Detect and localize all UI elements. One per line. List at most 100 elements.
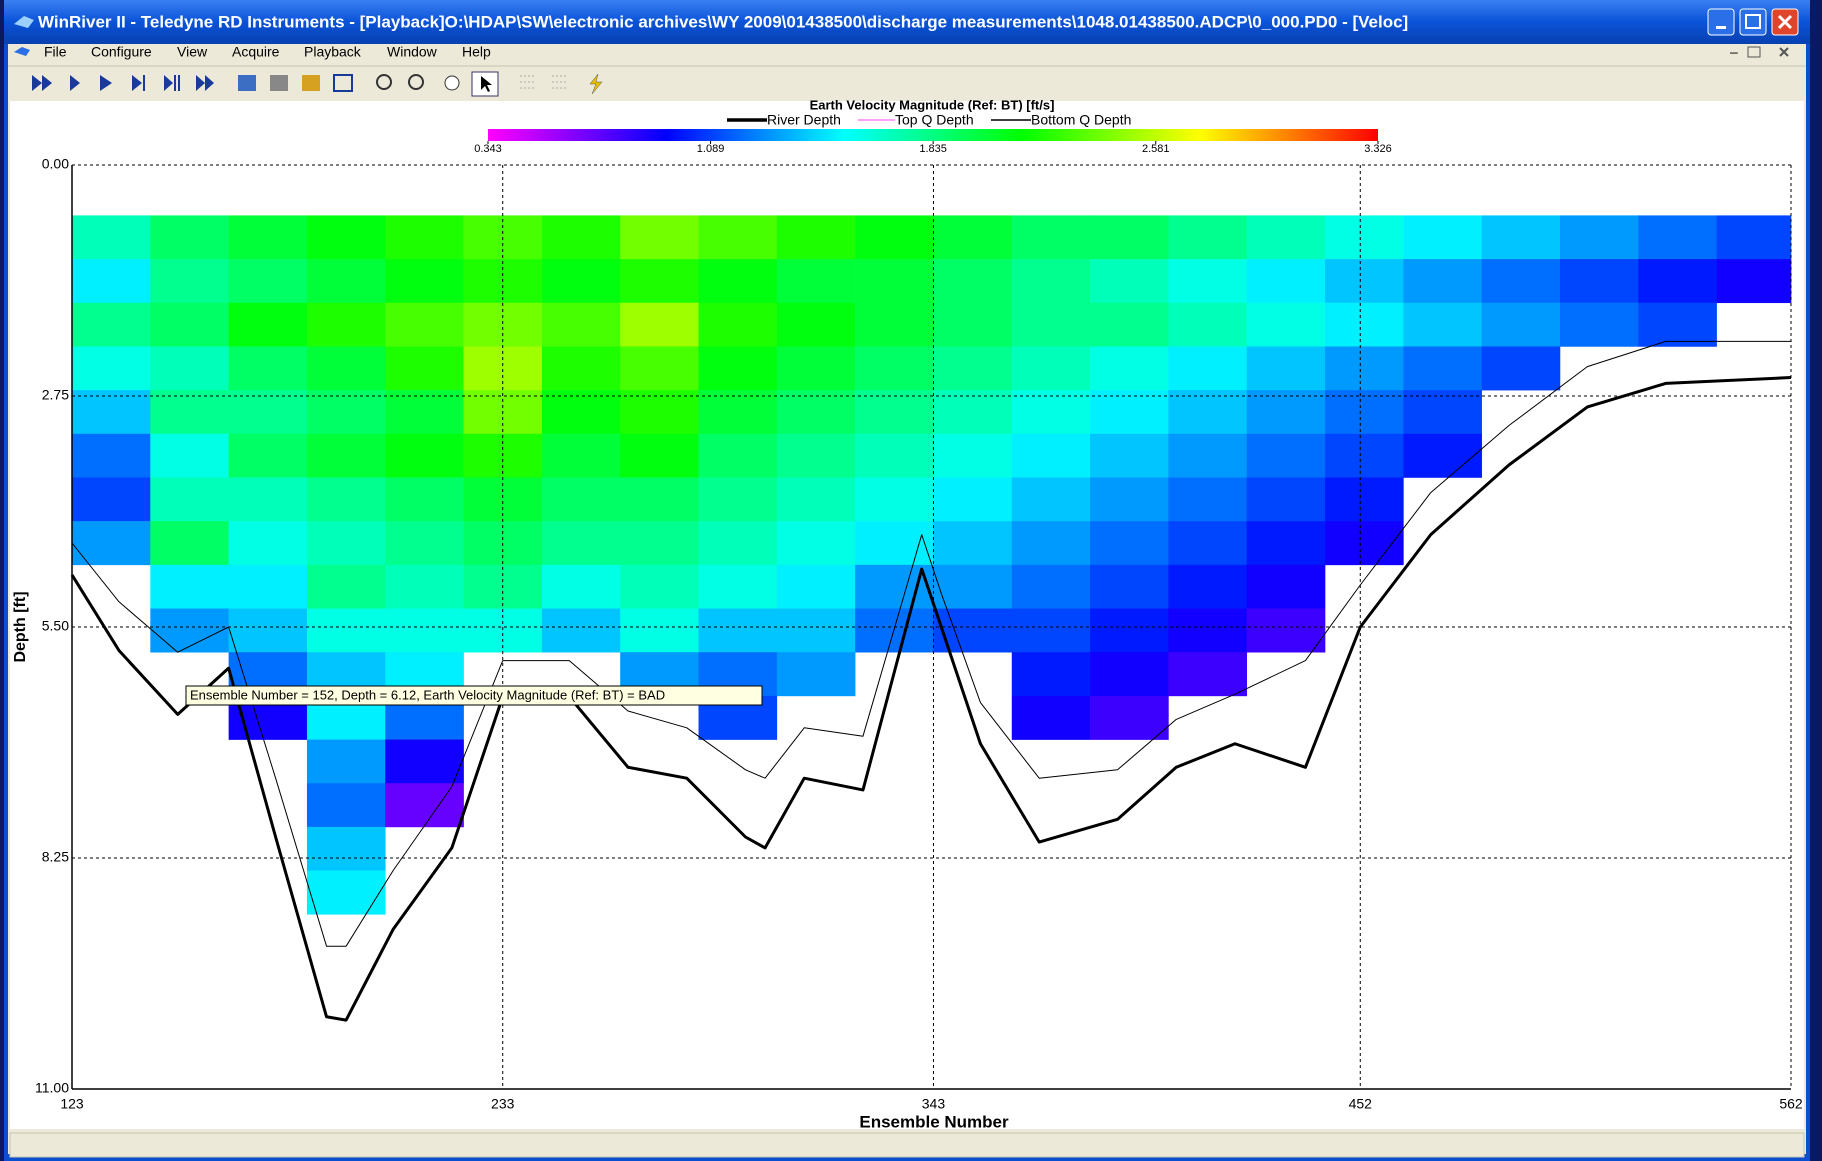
tool-next[interactable] xyxy=(132,75,145,91)
y-tick-label: 2.75 xyxy=(42,387,69,403)
velocity-cell xyxy=(1246,477,1326,522)
status-bar xyxy=(9,1132,1805,1158)
velocity-cell xyxy=(1246,433,1326,478)
tool-edit[interactable] xyxy=(302,75,320,91)
velocity-cell xyxy=(385,433,464,478)
mdi-restore[interactable] xyxy=(1747,46,1761,58)
tool-pan[interactable] xyxy=(444,75,460,91)
mdi-buttons[interactable]: – xyxy=(1730,44,1789,60)
velocity-cell xyxy=(385,564,464,609)
colorbar-tick-label: 3.326 xyxy=(1364,143,1392,155)
velocity-cell xyxy=(933,433,1013,478)
close-glyph xyxy=(1777,14,1793,30)
menu-item[interactable]: Window xyxy=(387,44,438,60)
velocity-cell xyxy=(1481,346,1561,391)
velocity-cell xyxy=(776,259,856,304)
window-buttons[interactable] xyxy=(1707,8,1799,36)
velocity-cell xyxy=(1090,652,1169,697)
velocity-cell xyxy=(72,390,151,435)
velocity-cell xyxy=(1168,302,1248,347)
y-tick-label: 5.50 xyxy=(42,618,69,634)
maximize-button[interactable] xyxy=(1739,8,1767,36)
velocity-cell xyxy=(385,608,464,653)
menu-item[interactable]: Acquire xyxy=(232,44,280,60)
velocity-cell xyxy=(385,521,464,566)
velocity-cell xyxy=(541,346,621,391)
velocity-cell xyxy=(933,608,1013,653)
velocity-cell xyxy=(855,302,934,347)
velocity-cell xyxy=(776,346,856,391)
colorbar-tick-label: 2.581 xyxy=(1142,143,1170,155)
velocity-cell xyxy=(72,302,151,347)
mdi-minimize[interactable]: – xyxy=(1730,44,1738,60)
tool-prev[interactable] xyxy=(70,75,80,91)
velocity-cell xyxy=(776,215,856,260)
velocity-cell xyxy=(306,215,386,260)
tool-zoom-out[interactable] xyxy=(408,74,424,90)
velocity-cell xyxy=(1090,346,1169,391)
velocity-cell xyxy=(698,564,778,609)
tool-zoom-in[interactable] xyxy=(376,74,392,90)
x-tick-label: 123 xyxy=(60,1096,84,1112)
velocity-cell xyxy=(1638,259,1717,304)
velocity-cell xyxy=(698,477,778,522)
velocity-cell xyxy=(698,521,778,566)
menu-bar: File Configure View Acquire Playback Window He… xyxy=(14,44,491,60)
velocity-cell xyxy=(1168,433,1248,478)
velocity-cell xyxy=(620,302,699,347)
legend-label: River Depth xyxy=(767,112,841,128)
velocity-cell xyxy=(1325,215,1404,260)
velocity-cell xyxy=(1090,695,1169,740)
velocity-cell xyxy=(1090,608,1169,653)
velocity-cell xyxy=(541,215,621,260)
velocity-cell xyxy=(541,608,621,653)
velocity-cell xyxy=(1559,259,1639,304)
x-tick-label: 562 xyxy=(1779,1096,1803,1112)
tool-first[interactable] xyxy=(32,75,52,91)
tool-grid[interactable] xyxy=(333,74,353,92)
tool-props[interactable] xyxy=(270,75,288,91)
velocity-cell xyxy=(1481,302,1561,347)
menu-item[interactable]: Configure xyxy=(91,44,152,60)
velocity-cell xyxy=(1246,521,1326,566)
velocity-cell xyxy=(855,390,934,435)
velocity-cell xyxy=(1403,259,1482,304)
velocity-cell xyxy=(776,477,856,522)
velocity-cell xyxy=(620,564,699,609)
menu-item[interactable]: File xyxy=(44,44,67,60)
velocity-cell xyxy=(150,390,229,435)
velocity-cell xyxy=(541,259,621,304)
velocity-cell xyxy=(855,477,934,522)
velocity-cell xyxy=(1246,564,1326,609)
colorbar xyxy=(488,129,1378,141)
velocity-cell xyxy=(1403,390,1482,435)
velocity-cell xyxy=(1090,390,1169,435)
menu-item[interactable]: Help xyxy=(462,44,491,60)
velocity-cell xyxy=(541,433,621,478)
mdi-close[interactable] xyxy=(1779,47,1789,57)
velocity-cell xyxy=(150,215,229,260)
velocity-cell xyxy=(1325,477,1404,522)
tool-step[interactable] xyxy=(164,75,180,91)
velocity-cell xyxy=(541,390,621,435)
velocity-cell xyxy=(620,433,699,478)
velocity-cell xyxy=(620,215,699,260)
tool-config[interactable] xyxy=(238,75,256,91)
tool-last[interactable] xyxy=(196,75,214,91)
minimize-button[interactable] xyxy=(1707,8,1735,36)
menu-item[interactable]: View xyxy=(177,44,208,60)
velocity-cell xyxy=(541,302,621,347)
velocity-cell xyxy=(698,302,778,347)
velocity-cell xyxy=(385,215,464,260)
velocity-cell xyxy=(306,433,386,478)
app-icon xyxy=(14,16,34,28)
velocity-cell xyxy=(1090,564,1169,609)
tool-lightning[interactable] xyxy=(589,73,603,95)
legend-label: Bottom Q Depth xyxy=(1031,112,1131,128)
velocity-cell xyxy=(1403,346,1482,391)
velocity-cell xyxy=(228,215,308,260)
velocity-cell xyxy=(1325,390,1404,435)
menu-item[interactable]: Playback xyxy=(304,44,362,60)
tool-play[interactable] xyxy=(100,75,112,91)
